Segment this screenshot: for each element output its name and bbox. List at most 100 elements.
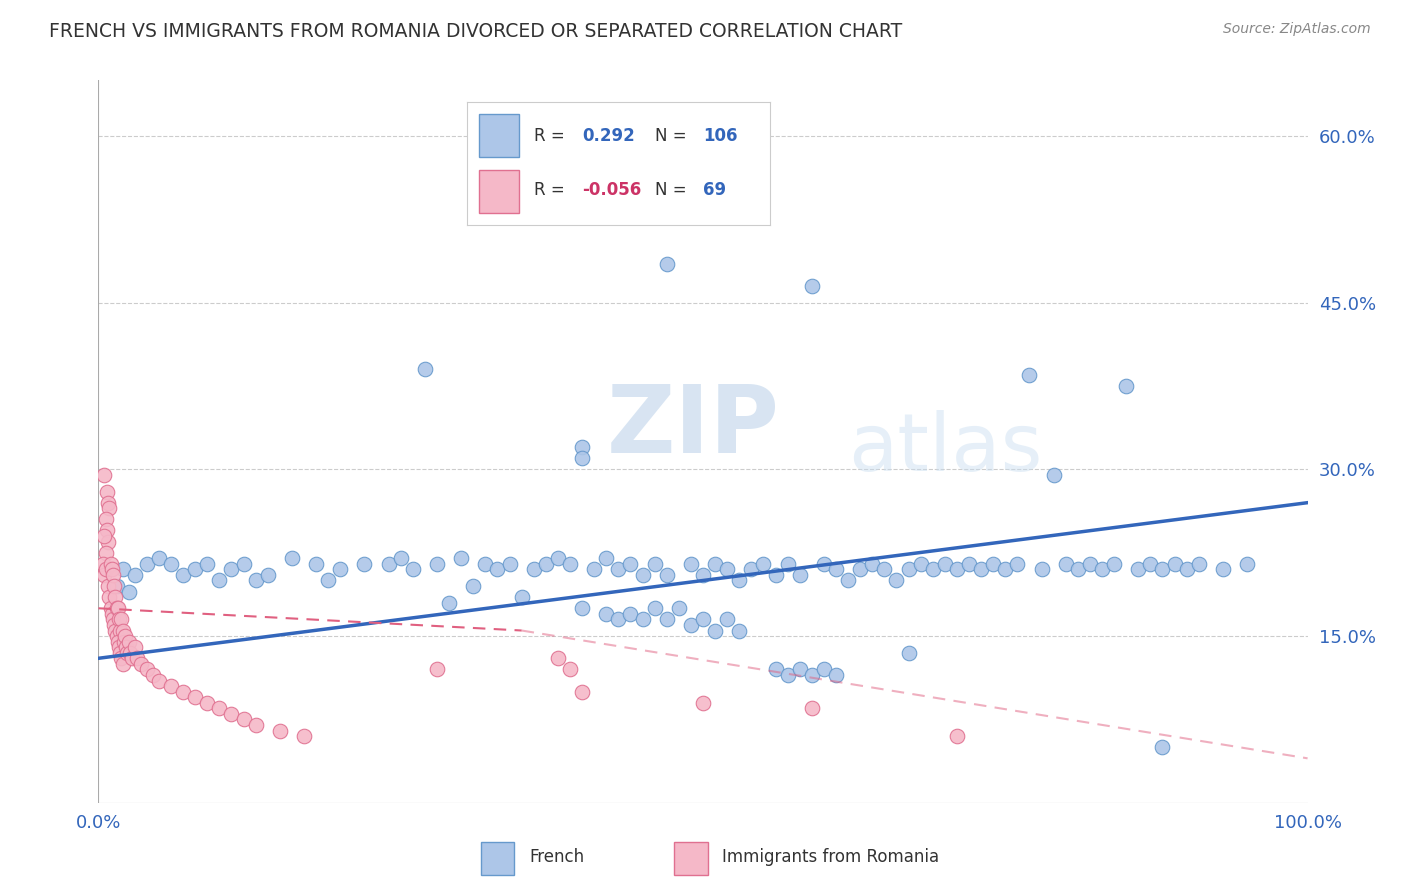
Point xyxy=(934,557,956,571)
Point xyxy=(1018,368,1040,382)
Point xyxy=(644,557,666,571)
Point xyxy=(668,178,690,193)
Point xyxy=(118,646,141,660)
Point xyxy=(921,562,943,576)
Point xyxy=(558,557,581,571)
Point xyxy=(101,568,124,582)
Point xyxy=(800,668,823,682)
Point xyxy=(849,562,872,576)
Point xyxy=(305,557,328,571)
Point xyxy=(607,562,630,576)
Point xyxy=(107,601,129,615)
Point xyxy=(644,601,666,615)
Point xyxy=(184,690,207,705)
Point xyxy=(873,562,896,576)
Point xyxy=(716,612,738,626)
Point xyxy=(105,579,128,593)
Point xyxy=(256,568,278,582)
Point xyxy=(752,557,775,571)
Point xyxy=(897,562,920,576)
Point xyxy=(837,574,859,588)
Point xyxy=(523,562,546,576)
Point xyxy=(281,551,304,566)
Point xyxy=(94,562,117,576)
Point xyxy=(571,451,593,466)
Point xyxy=(1031,562,1053,576)
Point xyxy=(716,562,738,576)
Point xyxy=(160,557,183,571)
Point xyxy=(655,257,678,271)
Point xyxy=(97,534,120,549)
Point xyxy=(245,718,267,732)
Point xyxy=(655,612,678,626)
Point xyxy=(413,362,436,376)
Text: Source: ZipAtlas.com: Source: ZipAtlas.com xyxy=(1223,22,1371,37)
Point xyxy=(103,618,125,632)
Point xyxy=(1236,557,1258,571)
Point xyxy=(101,612,124,626)
Point xyxy=(195,696,218,710)
Point xyxy=(124,640,146,655)
Point xyxy=(172,684,194,698)
Point xyxy=(98,590,121,604)
Point xyxy=(117,646,139,660)
Point xyxy=(232,557,254,571)
Point xyxy=(118,584,141,599)
Point xyxy=(957,557,980,571)
Point xyxy=(1091,562,1114,576)
Point xyxy=(1078,557,1101,571)
Point xyxy=(692,612,714,626)
Point xyxy=(426,557,449,571)
Point xyxy=(292,729,315,743)
Point xyxy=(121,651,143,665)
Point xyxy=(547,551,569,566)
Point xyxy=(776,668,799,682)
Point xyxy=(1188,557,1211,571)
Point xyxy=(825,668,848,682)
Point xyxy=(704,557,727,571)
Point xyxy=(692,696,714,710)
Point xyxy=(595,607,617,621)
Point xyxy=(946,729,969,743)
Point xyxy=(776,557,799,571)
Point xyxy=(789,662,811,676)
Point xyxy=(860,557,883,571)
Point xyxy=(886,574,908,588)
Point xyxy=(104,590,127,604)
Point xyxy=(740,562,762,576)
Point xyxy=(800,279,823,293)
Point xyxy=(765,662,787,676)
Point xyxy=(571,601,593,615)
Point xyxy=(1128,562,1150,576)
Point xyxy=(498,557,520,571)
Point xyxy=(208,701,231,715)
Point xyxy=(110,651,132,665)
Point xyxy=(765,568,787,582)
Point xyxy=(994,562,1017,576)
Point xyxy=(607,612,630,626)
Point xyxy=(129,657,152,671)
Point xyxy=(115,640,138,655)
Point xyxy=(1115,379,1137,393)
Point xyxy=(595,551,617,566)
Point xyxy=(1007,557,1029,571)
Point xyxy=(245,574,267,588)
Point xyxy=(96,524,118,538)
Point xyxy=(107,634,129,648)
Point xyxy=(463,579,485,593)
Point xyxy=(437,596,460,610)
Point xyxy=(619,557,641,571)
Point xyxy=(172,568,194,582)
Point xyxy=(195,557,218,571)
Point xyxy=(1067,562,1090,576)
Point xyxy=(728,574,751,588)
Point xyxy=(105,601,128,615)
Point xyxy=(728,624,751,638)
Point xyxy=(1163,557,1185,571)
Point xyxy=(127,651,149,665)
Point xyxy=(100,562,122,576)
Point xyxy=(105,629,128,643)
Point xyxy=(897,646,920,660)
Point xyxy=(93,568,115,582)
Point xyxy=(825,562,848,576)
